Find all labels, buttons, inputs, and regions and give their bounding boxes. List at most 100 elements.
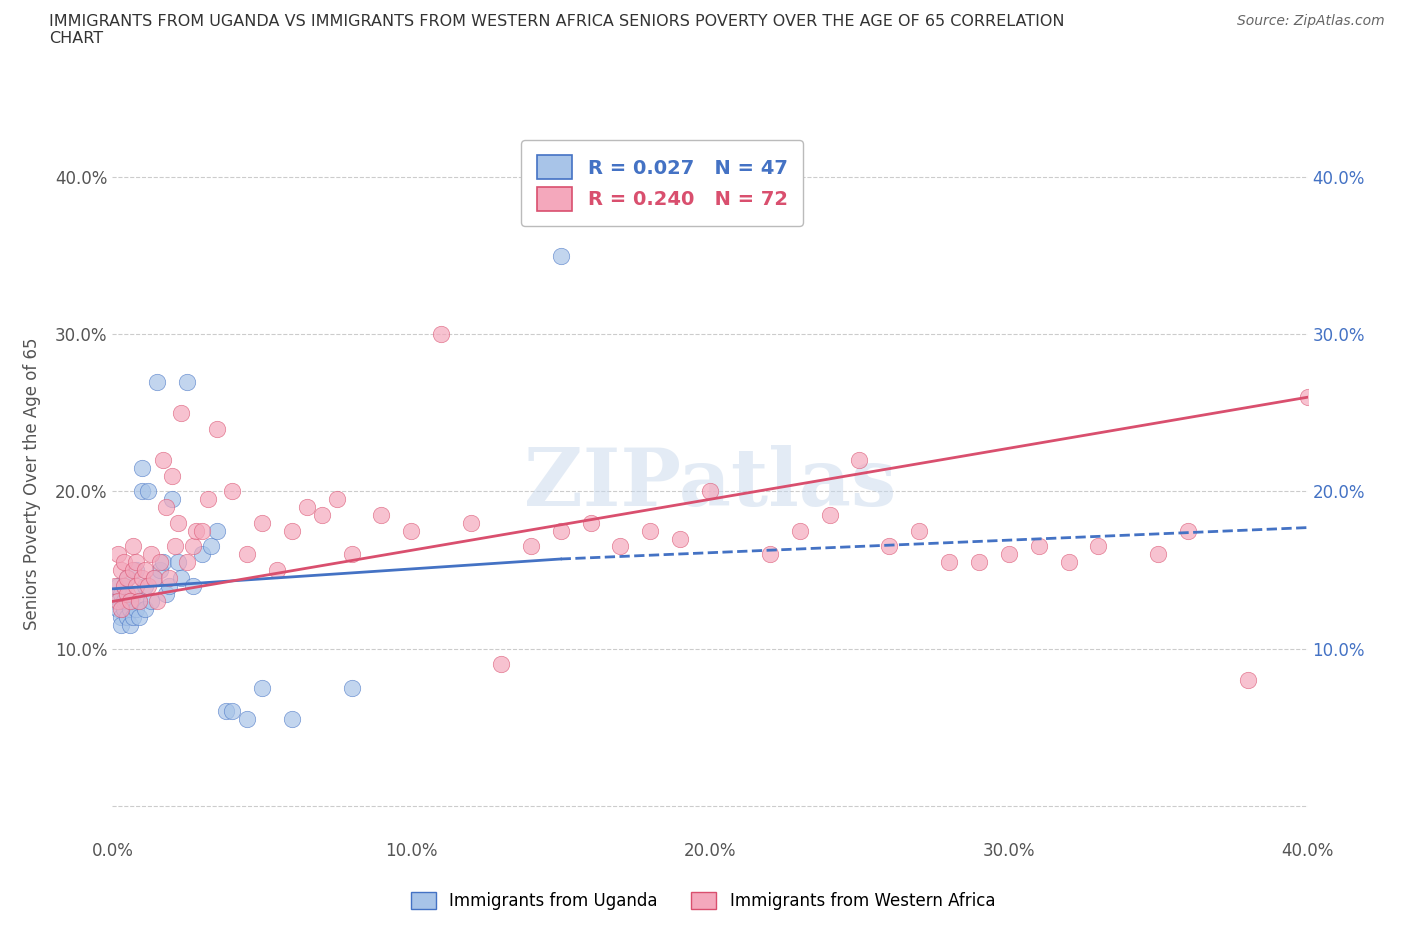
Point [550, 248, 572, 263]
Point [1087, 539, 1109, 554]
Point [104, 594, 127, 609]
Point [205, 524, 228, 538]
Point [143, 570, 166, 585]
Point [110, 563, 132, 578]
Point [609, 539, 631, 554]
Point [143, 570, 166, 585]
Point [181, 578, 204, 593]
Point [221, 704, 243, 719]
Point [122, 586, 145, 601]
Point [489, 657, 512, 671]
Point [131, 484, 153, 498]
Point [197, 492, 219, 507]
Point [281, 711, 304, 726]
Point [155, 586, 177, 601]
Point [128, 594, 150, 609]
Point [250, 515, 273, 530]
Point [117, 570, 139, 585]
Point [176, 374, 198, 389]
Point [110, 618, 132, 632]
Point [165, 539, 187, 554]
Point [128, 594, 150, 609]
Point [1177, 524, 1199, 538]
Point [430, 327, 453, 342]
Point [107, 602, 129, 617]
Point [104, 578, 127, 593]
Point [579, 515, 602, 530]
Point [107, 578, 129, 593]
Point [114, 602, 135, 617]
Point [281, 524, 304, 538]
Point [120, 594, 142, 609]
Point [295, 499, 318, 514]
Point [134, 563, 156, 578]
Point [155, 499, 177, 514]
Point [138, 578, 160, 593]
Point [938, 554, 960, 569]
Text: Source: ZipAtlas.com: Source: ZipAtlas.com [1237, 14, 1385, 28]
Point [789, 524, 811, 538]
Point [122, 563, 145, 578]
Point [170, 570, 193, 585]
Point [340, 681, 363, 696]
Point [138, 484, 160, 498]
Point [110, 586, 132, 601]
Point [146, 374, 169, 389]
Point [114, 594, 135, 609]
Point [117, 610, 139, 625]
Point [146, 594, 169, 609]
Point [125, 602, 148, 617]
Point [967, 554, 990, 569]
Point [152, 554, 174, 569]
Point [152, 453, 174, 468]
Point [114, 578, 135, 593]
Point [149, 563, 172, 578]
Point [699, 484, 721, 498]
Point [167, 554, 190, 569]
Point [107, 547, 129, 562]
Point [149, 554, 172, 569]
Point [236, 547, 259, 562]
Point [550, 524, 572, 538]
Point [340, 547, 363, 562]
Point [266, 563, 288, 578]
Point [191, 524, 214, 538]
Point [117, 594, 139, 609]
Point [370, 508, 392, 523]
Point [236, 711, 259, 726]
Point [120, 602, 142, 617]
Point [205, 421, 228, 436]
Point [114, 554, 135, 569]
Point [170, 405, 193, 420]
Legend: R = 0.027   N = 47, R = 0.240   N = 72: R = 0.027 N = 47, R = 0.240 N = 72 [522, 140, 803, 226]
Point [120, 618, 142, 632]
Point [134, 602, 156, 617]
Point [759, 547, 782, 562]
Point [107, 594, 129, 609]
Point [131, 570, 153, 585]
Point [908, 524, 931, 538]
Point [125, 578, 148, 593]
Point [221, 484, 243, 498]
Legend: Immigrants from Uganda, Immigrants from Western Africa: Immigrants from Uganda, Immigrants from … [405, 885, 1001, 917]
Point [110, 602, 132, 617]
Point [167, 515, 190, 530]
Point [200, 539, 222, 554]
Point [176, 554, 198, 569]
Point [134, 578, 156, 593]
Point [181, 539, 204, 554]
Point [131, 460, 153, 475]
Point [879, 539, 901, 554]
Point [998, 547, 1021, 562]
Point [640, 524, 662, 538]
Point [186, 524, 208, 538]
Point [117, 570, 139, 585]
Point [157, 578, 180, 593]
Point [325, 492, 347, 507]
Point [125, 563, 148, 578]
Point [122, 539, 145, 554]
Point [818, 508, 841, 523]
Point [250, 681, 273, 696]
Point [157, 570, 180, 585]
Point [848, 453, 870, 468]
